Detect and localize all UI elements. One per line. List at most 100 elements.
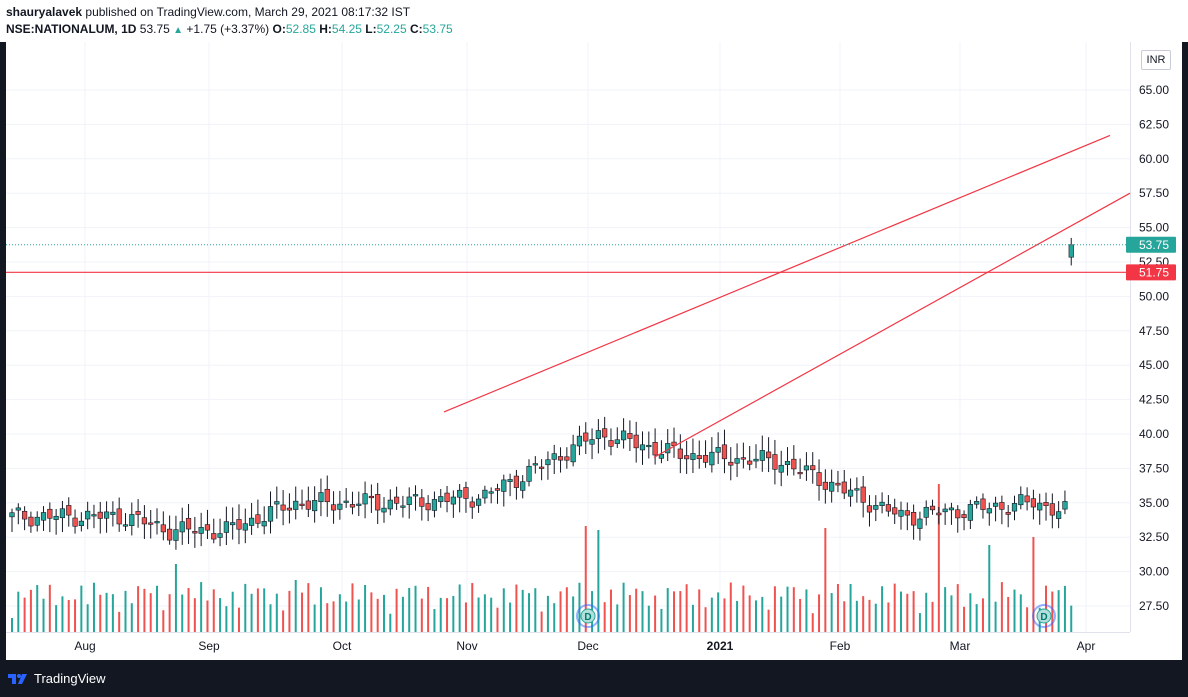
volume-bar [918, 613, 921, 632]
candle [980, 493, 986, 519]
candle [639, 431, 646, 465]
volume-bar [603, 602, 606, 632]
candle-body [261, 521, 267, 527]
candle-body [425, 503, 431, 511]
volume-bar [256, 588, 259, 632]
volume-bar [635, 588, 638, 632]
volume-bar [433, 609, 436, 632]
currency-button[interactable]: INR [1141, 50, 1171, 70]
price-chart[interactable]: 27.50 30.00 32.50 35.00 37.50 40.00 42.50 45.00… [6, 42, 1182, 660]
candle [658, 440, 665, 464]
author-name[interactable]: shauryalavek [6, 5, 83, 19]
candle-body [148, 522, 154, 525]
volume-bar [389, 613, 392, 632]
candle-body [784, 461, 791, 466]
candle-body [129, 514, 135, 526]
candle [475, 494, 482, 513]
candle-body [967, 504, 973, 521]
candle [324, 475, 330, 517]
candle-body [324, 488, 330, 503]
candle-body [59, 508, 66, 519]
volume-bar [156, 585, 159, 632]
candle-body [192, 531, 198, 534]
candle-body [923, 506, 929, 518]
candle [936, 507, 942, 525]
candle [702, 440, 709, 468]
volume-bar [250, 593, 253, 632]
candle [778, 450, 784, 487]
tradingview-brand-label[interactable]: TradingView [34, 671, 106, 686]
volume-bar [698, 589, 701, 632]
candle [482, 485, 488, 504]
dividend-marker-dot [580, 608, 596, 624]
candle [255, 499, 261, 529]
candle [349, 491, 356, 515]
candle-body [791, 458, 797, 470]
candle [1005, 505, 1011, 528]
volume-bar [193, 598, 196, 632]
candle-body [961, 514, 967, 519]
candle-body [942, 508, 948, 513]
candle [356, 491, 362, 517]
candle [91, 504, 97, 529]
candle-body [885, 504, 891, 512]
volume-bar [736, 600, 739, 632]
candle-body [438, 496, 444, 502]
candle-body [513, 475, 520, 488]
volume-bar [748, 595, 751, 632]
candle-body [551, 453, 557, 460]
tradingview-logo-icon[interactable] [8, 670, 28, 686]
candle [740, 442, 746, 469]
candle [318, 478, 324, 517]
volume-bar [1019, 594, 1022, 632]
candle-body [394, 496, 400, 504]
candle [97, 501, 103, 534]
candle [375, 482, 381, 524]
candle [469, 496, 475, 519]
candle [942, 503, 948, 525]
symbol-label[interactable]: NSE:NATIONALUM, 1D [6, 22, 137, 36]
candle [412, 485, 419, 511]
candle-body [936, 512, 942, 516]
candle-body [677, 448, 683, 459]
volume-bar [92, 582, 95, 632]
candle-body [217, 533, 223, 538]
candle [9, 508, 15, 532]
candle-body [1024, 495, 1030, 503]
volume-bar [237, 607, 240, 632]
volume-bar [55, 605, 58, 632]
candle [78, 512, 84, 532]
chart-area[interactable]: 27.50 30.00 32.50 35.00 37.50 40.00 42.50 45.00… [6, 42, 1182, 660]
candle [103, 501, 110, 533]
candle [22, 506, 28, 531]
volume-bar [874, 603, 877, 632]
volume-bar [351, 583, 354, 632]
volume-bar [326, 603, 329, 632]
candle [223, 506, 229, 546]
candle [841, 469, 847, 500]
candle [148, 509, 154, 539]
volume-bar [446, 598, 449, 632]
candle [53, 508, 59, 535]
candle-body [1062, 501, 1068, 510]
time-tick-label: Mar [950, 639, 971, 653]
candle-body [1043, 502, 1049, 506]
volume-bar [376, 598, 379, 632]
candle-body [690, 453, 696, 460]
time-tick-label: Aug [74, 639, 95, 653]
candle [583, 422, 589, 454]
candle [66, 497, 72, 527]
time-tick-label: Sep [198, 639, 220, 653]
volume-bar [17, 591, 20, 632]
candle-body [728, 461, 734, 466]
candle [633, 421, 639, 463]
candle [677, 434, 683, 474]
candle-body [576, 435, 583, 447]
volume-bar [67, 599, 70, 632]
candle [608, 428, 614, 456]
candle [305, 486, 311, 518]
candle-body [892, 507, 898, 515]
candle [992, 496, 999, 522]
plot-area [6, 42, 1130, 632]
candle-body [526, 465, 532, 482]
